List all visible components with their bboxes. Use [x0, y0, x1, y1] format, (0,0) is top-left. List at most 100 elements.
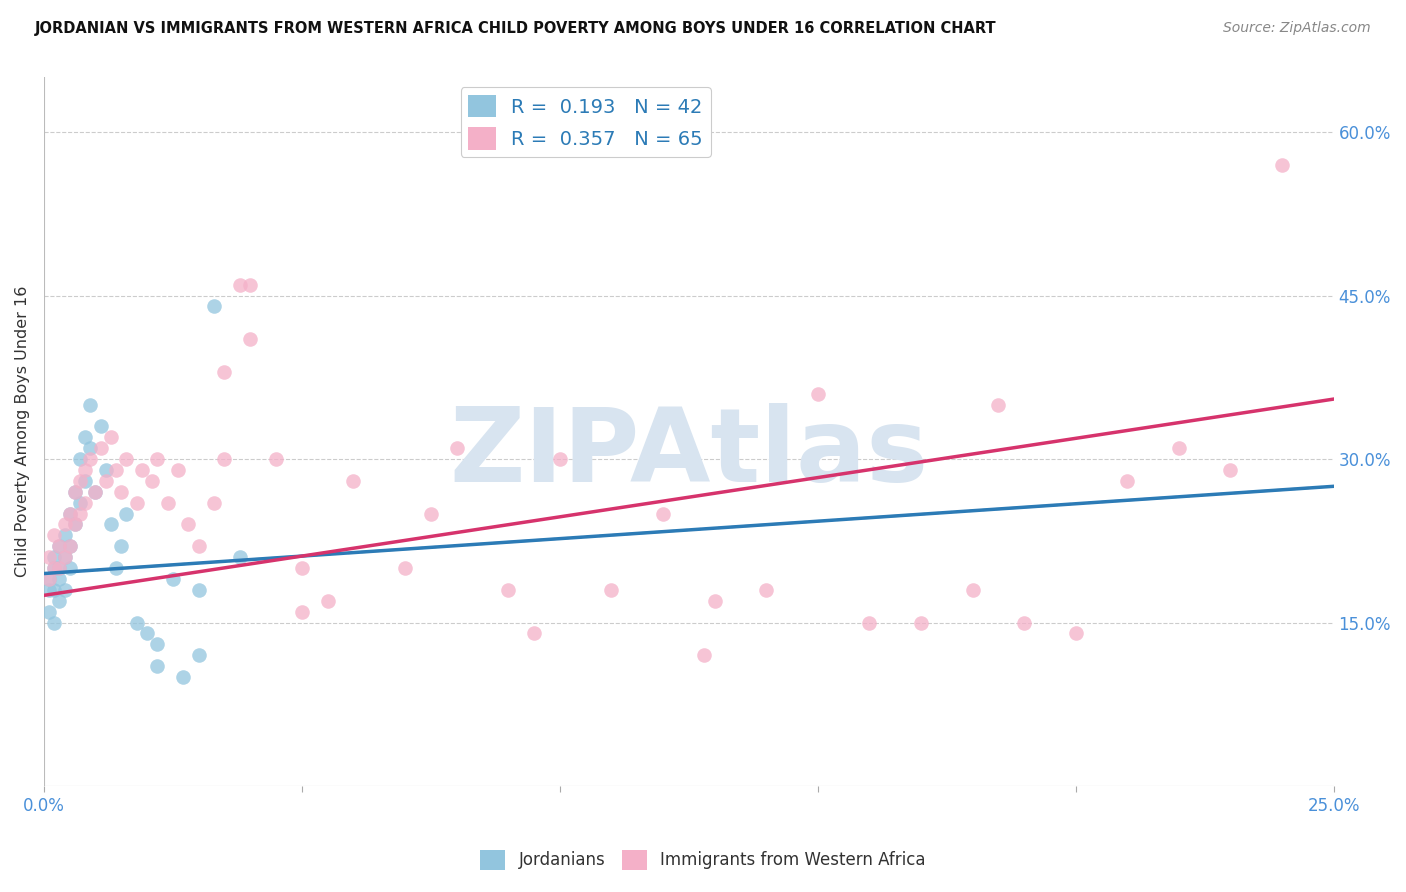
- Point: [38, 572, 60, 586]
- Point: [962, 582, 984, 597]
- Legend: Jordanians, Immigrants from Western Africa: Jordanians, Immigrants from Western Afri…: [474, 843, 932, 877]
- Point: [94, 463, 117, 477]
- Point: [125, 496, 148, 510]
- Point: [987, 398, 1010, 412]
- Point: [187, 539, 209, 553]
- Point: [115, 452, 138, 467]
- Point: [146, 659, 169, 673]
- Point: [53, 550, 76, 565]
- Point: [53, 582, 76, 597]
- Point: [44, 550, 66, 565]
- Point: [75, 474, 97, 488]
- Point: [125, 615, 148, 630]
- Point: [94, 474, 117, 488]
- Point: [807, 386, 830, 401]
- Point: [1064, 626, 1087, 640]
- Point: [110, 539, 132, 553]
- Point: [38, 605, 60, 619]
- Point: [755, 582, 778, 597]
- Point: [44, 561, 66, 575]
- Point: [167, 463, 190, 477]
- Point: [291, 605, 314, 619]
- Point: [202, 300, 225, 314]
- Point: [172, 670, 194, 684]
- Point: [136, 626, 159, 640]
- Point: [69, 496, 91, 510]
- Point: [105, 463, 128, 477]
- Point: [115, 507, 138, 521]
- Point: [69, 452, 91, 467]
- Point: [38, 550, 60, 565]
- Point: [693, 648, 716, 663]
- Point: [652, 507, 675, 521]
- Point: [394, 561, 416, 575]
- Point: [600, 582, 623, 597]
- Point: [156, 496, 179, 510]
- Point: [38, 582, 60, 597]
- Point: [63, 484, 86, 499]
- Point: [79, 398, 101, 412]
- Text: ZIPAtlas: ZIPAtlas: [449, 402, 928, 504]
- Point: [187, 648, 209, 663]
- Point: [48, 594, 70, 608]
- Y-axis label: Child Poverty Among Boys Under 16: Child Poverty Among Boys Under 16: [15, 286, 30, 577]
- Point: [105, 561, 128, 575]
- Point: [239, 277, 262, 292]
- Point: [48, 561, 70, 575]
- Point: [53, 550, 76, 565]
- Point: [48, 539, 70, 553]
- Point: [100, 430, 122, 444]
- Point: [162, 572, 184, 586]
- Point: [523, 626, 546, 640]
- Point: [496, 582, 519, 597]
- Point: [59, 539, 82, 553]
- Point: [38, 572, 60, 586]
- Point: [187, 582, 209, 597]
- Point: [316, 594, 339, 608]
- Point: [229, 277, 252, 292]
- Point: [419, 507, 441, 521]
- Point: [214, 365, 236, 379]
- Point: [264, 452, 287, 467]
- Point: [858, 615, 880, 630]
- Point: [63, 484, 86, 499]
- Point: [63, 517, 86, 532]
- Point: [910, 615, 932, 630]
- Text: Source: ZipAtlas.com: Source: ZipAtlas.com: [1223, 21, 1371, 35]
- Point: [90, 419, 112, 434]
- Point: [202, 496, 225, 510]
- Point: [59, 539, 82, 553]
- Point: [548, 452, 571, 467]
- Point: [291, 561, 314, 575]
- Point: [53, 517, 76, 532]
- Point: [131, 463, 153, 477]
- Point: [1219, 463, 1241, 477]
- Point: [44, 582, 66, 597]
- Point: [214, 452, 236, 467]
- Point: [1271, 158, 1294, 172]
- Point: [146, 637, 169, 651]
- Point: [84, 484, 107, 499]
- Point: [1012, 615, 1035, 630]
- Point: [75, 430, 97, 444]
- Point: [59, 507, 82, 521]
- Point: [1116, 474, 1139, 488]
- Point: [48, 561, 70, 575]
- Point: [69, 474, 91, 488]
- Legend: R =  0.193   N = 42, R =  0.357   N = 65: R = 0.193 N = 42, R = 0.357 N = 65: [461, 87, 710, 157]
- Point: [146, 452, 169, 467]
- Point: [84, 484, 107, 499]
- Point: [44, 528, 66, 542]
- Text: JORDANIAN VS IMMIGRANTS FROM WESTERN AFRICA CHILD POVERTY AMONG BOYS UNDER 16 CO: JORDANIAN VS IMMIGRANTS FROM WESTERN AFR…: [35, 21, 997, 36]
- Point: [446, 441, 468, 455]
- Point: [342, 474, 364, 488]
- Point: [44, 561, 66, 575]
- Point: [48, 539, 70, 553]
- Point: [69, 507, 91, 521]
- Point: [229, 550, 252, 565]
- Point: [75, 496, 97, 510]
- Point: [79, 452, 101, 467]
- Point: [63, 517, 86, 532]
- Point: [44, 615, 66, 630]
- Point: [239, 332, 262, 346]
